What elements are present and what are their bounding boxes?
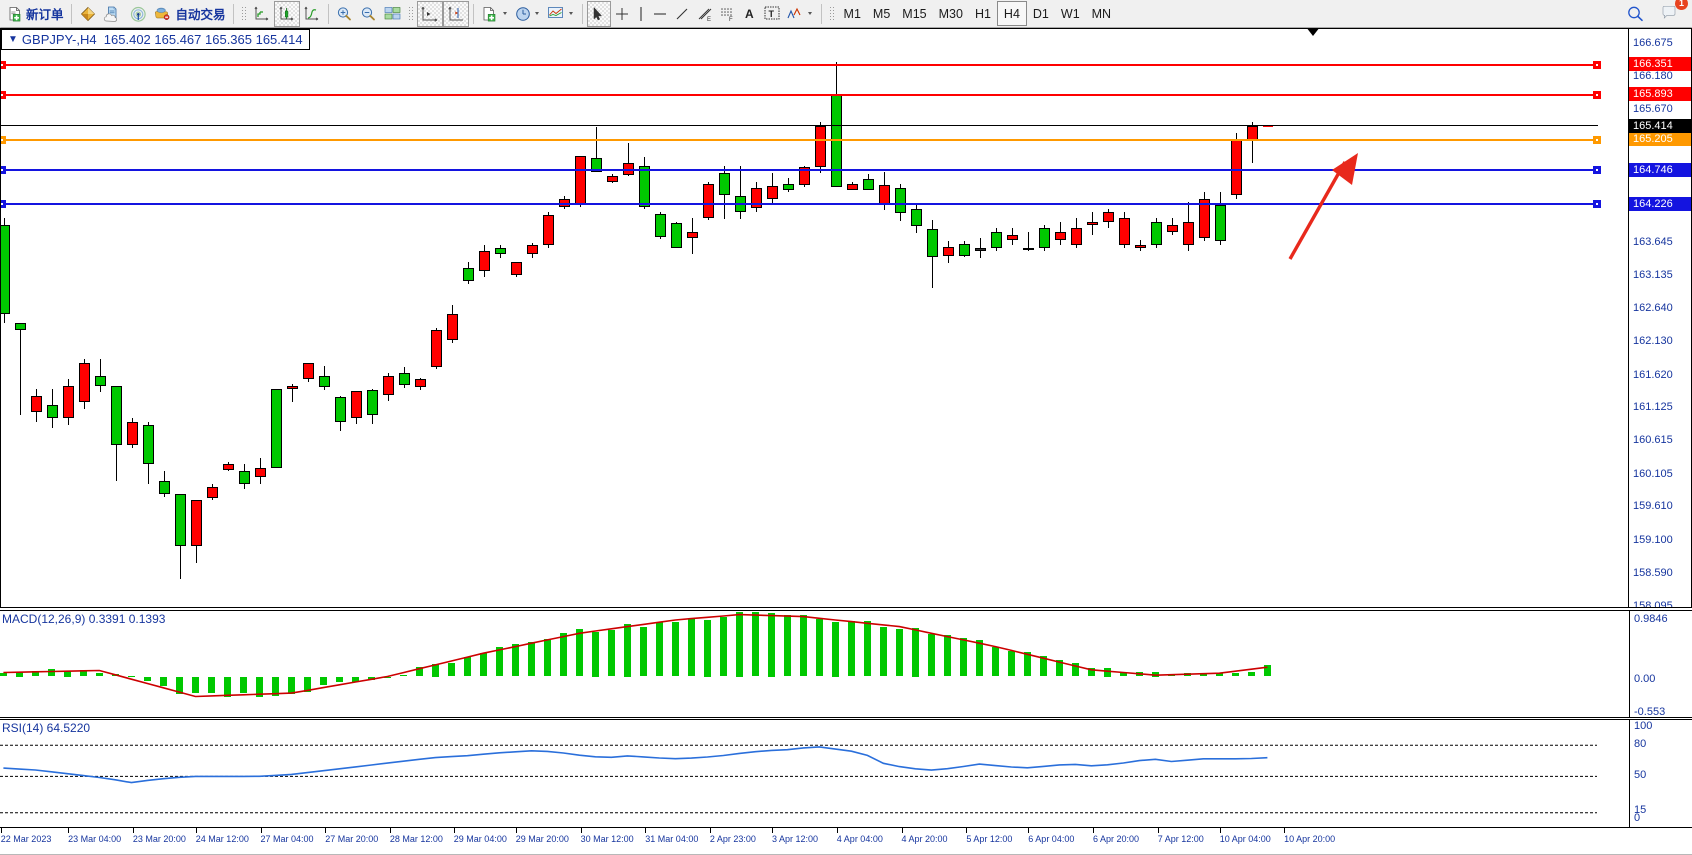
svg-text:T: T — [768, 9, 774, 19]
svg-text:E: E — [707, 17, 711, 22]
svg-text:F: F — [729, 17, 733, 22]
svg-text:A: A — [745, 7, 754, 21]
